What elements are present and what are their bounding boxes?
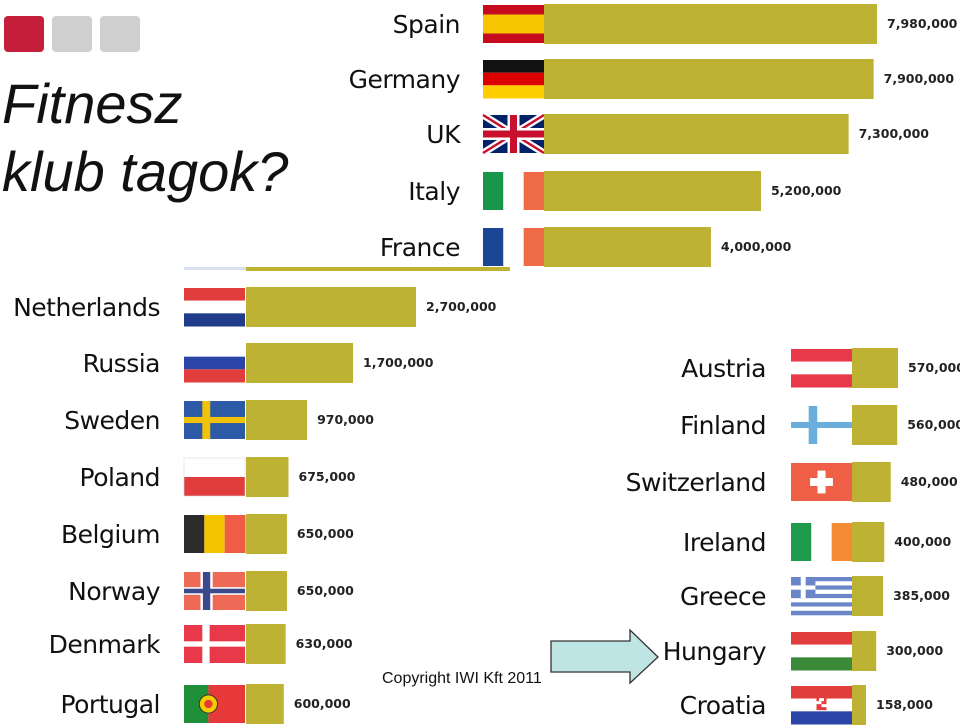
value-label-russia: 1,700,000 bbox=[363, 355, 434, 370]
bar-sweden bbox=[246, 400, 308, 440]
bar-finland bbox=[852, 405, 898, 445]
country-label-croatia: Croatia bbox=[680, 691, 766, 720]
flag-denmark-icon bbox=[184, 625, 245, 663]
flag-france-icon bbox=[483, 228, 545, 266]
logo-square-gray-2 bbox=[100, 16, 140, 52]
flag-italy-icon bbox=[483, 172, 545, 210]
flag-divider bbox=[184, 267, 246, 270]
value-label-uk: 7,300,000 bbox=[859, 126, 930, 141]
country-label-hungary: Hungary bbox=[663, 637, 767, 666]
country-label-ireland: Ireland bbox=[683, 528, 766, 557]
country-label-spain: Spain bbox=[393, 10, 460, 39]
bar-portugal bbox=[246, 684, 284, 724]
value-label-belgium: 650,000 bbox=[297, 526, 354, 541]
group-divider bbox=[246, 267, 510, 271]
value-label-sweden: 970,000 bbox=[317, 412, 374, 427]
flag-croatia-icon bbox=[791, 686, 852, 725]
copyright-text: Copyright IWI Kft 2011 bbox=[382, 670, 542, 687]
country-label-sweden: Sweden bbox=[64, 406, 160, 435]
value-label-italy: 5,200,000 bbox=[771, 183, 842, 198]
title-line-1: Fitnesz bbox=[2, 72, 183, 135]
country-label-russia: Russia bbox=[83, 349, 160, 378]
value-label-austria: 570,000 bbox=[908, 360, 960, 375]
value-label-poland: 675,000 bbox=[299, 469, 356, 484]
bar-hungary bbox=[852, 631, 877, 671]
country-label-greece: Greece bbox=[680, 582, 766, 611]
flag-germany-icon bbox=[483, 60, 544, 99]
bar-netherlands bbox=[246, 287, 416, 327]
bar-spain bbox=[544, 4, 877, 44]
bar-uk bbox=[544, 114, 849, 154]
country-label-switzerland: Switzerland bbox=[626, 468, 766, 497]
country-label-finland: Finland bbox=[680, 411, 766, 440]
highlight-arrow bbox=[550, 628, 659, 685]
value-label-netherlands: 2,700,000 bbox=[426, 299, 497, 314]
country-label-austria: Austria bbox=[681, 354, 766, 383]
flag-norway-icon bbox=[184, 572, 245, 610]
value-label-croatia: 158,000 bbox=[876, 697, 933, 712]
flag-uk-icon bbox=[481, 112, 546, 156]
value-label-hungary: 300,000 bbox=[886, 643, 943, 658]
country-label-belgium: Belgium bbox=[61, 520, 160, 549]
chart-group-3: Austria 570,000 Finland 560,000 Switzerland 4… bbox=[626, 348, 960, 725]
bar-switzerland bbox=[852, 462, 891, 502]
flag-greece-icon bbox=[791, 577, 852, 616]
value-label-greece: 385,000 bbox=[893, 588, 950, 603]
value-label-germany: 7,900,000 bbox=[884, 71, 955, 86]
flag-poland-icon bbox=[183, 457, 246, 497]
flag-netherlands-icon bbox=[184, 288, 245, 327]
value-label-spain: 7,980,000 bbox=[887, 16, 958, 31]
value-label-norway: 650,000 bbox=[297, 583, 354, 598]
flag-finland-icon bbox=[791, 406, 852, 444]
country-label-poland: Poland bbox=[80, 463, 160, 492]
value-label-finland: 560,000 bbox=[907, 417, 960, 432]
country-label-uk: UK bbox=[426, 120, 461, 149]
title-line-2: klub tagok? bbox=[2, 140, 289, 203]
flag-russia-icon bbox=[184, 344, 245, 383]
flag-austria-icon bbox=[791, 349, 852, 388]
flag-switzerland-icon bbox=[791, 463, 852, 501]
country-label-germany: Germany bbox=[349, 65, 461, 94]
flag-belgium-icon bbox=[184, 515, 246, 553]
country-label-netherlands: Netherlands bbox=[13, 293, 160, 322]
country-label-italy: Italy bbox=[408, 177, 460, 206]
bar-croatia bbox=[852, 685, 866, 725]
bar-france bbox=[544, 227, 711, 267]
flag-hungary-icon bbox=[791, 632, 852, 671]
logo-square-gray-1 bbox=[52, 16, 92, 52]
page-title: Fitnesz klub tagok? bbox=[2, 70, 288, 206]
value-label-portugal: 600,000 bbox=[294, 696, 351, 711]
logo-square-red bbox=[4, 16, 44, 52]
bar-belgium bbox=[246, 514, 287, 554]
value-label-france: 4,000,000 bbox=[721, 239, 792, 254]
bar-austria bbox=[852, 348, 898, 388]
bar-greece bbox=[852, 576, 884, 616]
bar-norway bbox=[246, 571, 287, 611]
value-label-ireland: 400,000 bbox=[894, 534, 951, 549]
country-label-norway: Norway bbox=[68, 577, 161, 606]
country-label-portugal: Portugal bbox=[60, 690, 160, 719]
chart-group-2: Netherlands 2,700,000 Russia 1,700,000 Swede… bbox=[13, 287, 497, 724]
country-label-denmark: Denmark bbox=[49, 630, 161, 659]
bar-poland bbox=[246, 457, 289, 497]
country-label-france: France bbox=[380, 233, 460, 262]
bar-italy bbox=[544, 171, 761, 211]
bar-russia bbox=[246, 343, 354, 383]
flag-spain-icon bbox=[483, 5, 544, 43]
flag-portugal-icon bbox=[184, 685, 245, 723]
chart-group-1: Spain 7,980,000 Germany 7,900,000 UK 7,300,00… bbox=[349, 4, 958, 267]
bar-germany bbox=[544, 59, 874, 99]
flag-ireland-icon bbox=[791, 523, 853, 561]
value-label-denmark: 630,000 bbox=[296, 636, 353, 651]
flag-sweden-icon bbox=[184, 401, 245, 439]
value-label-switzerland: 480,000 bbox=[901, 474, 958, 489]
bar-denmark bbox=[246, 624, 286, 664]
bar-ireland bbox=[852, 522, 885, 562]
